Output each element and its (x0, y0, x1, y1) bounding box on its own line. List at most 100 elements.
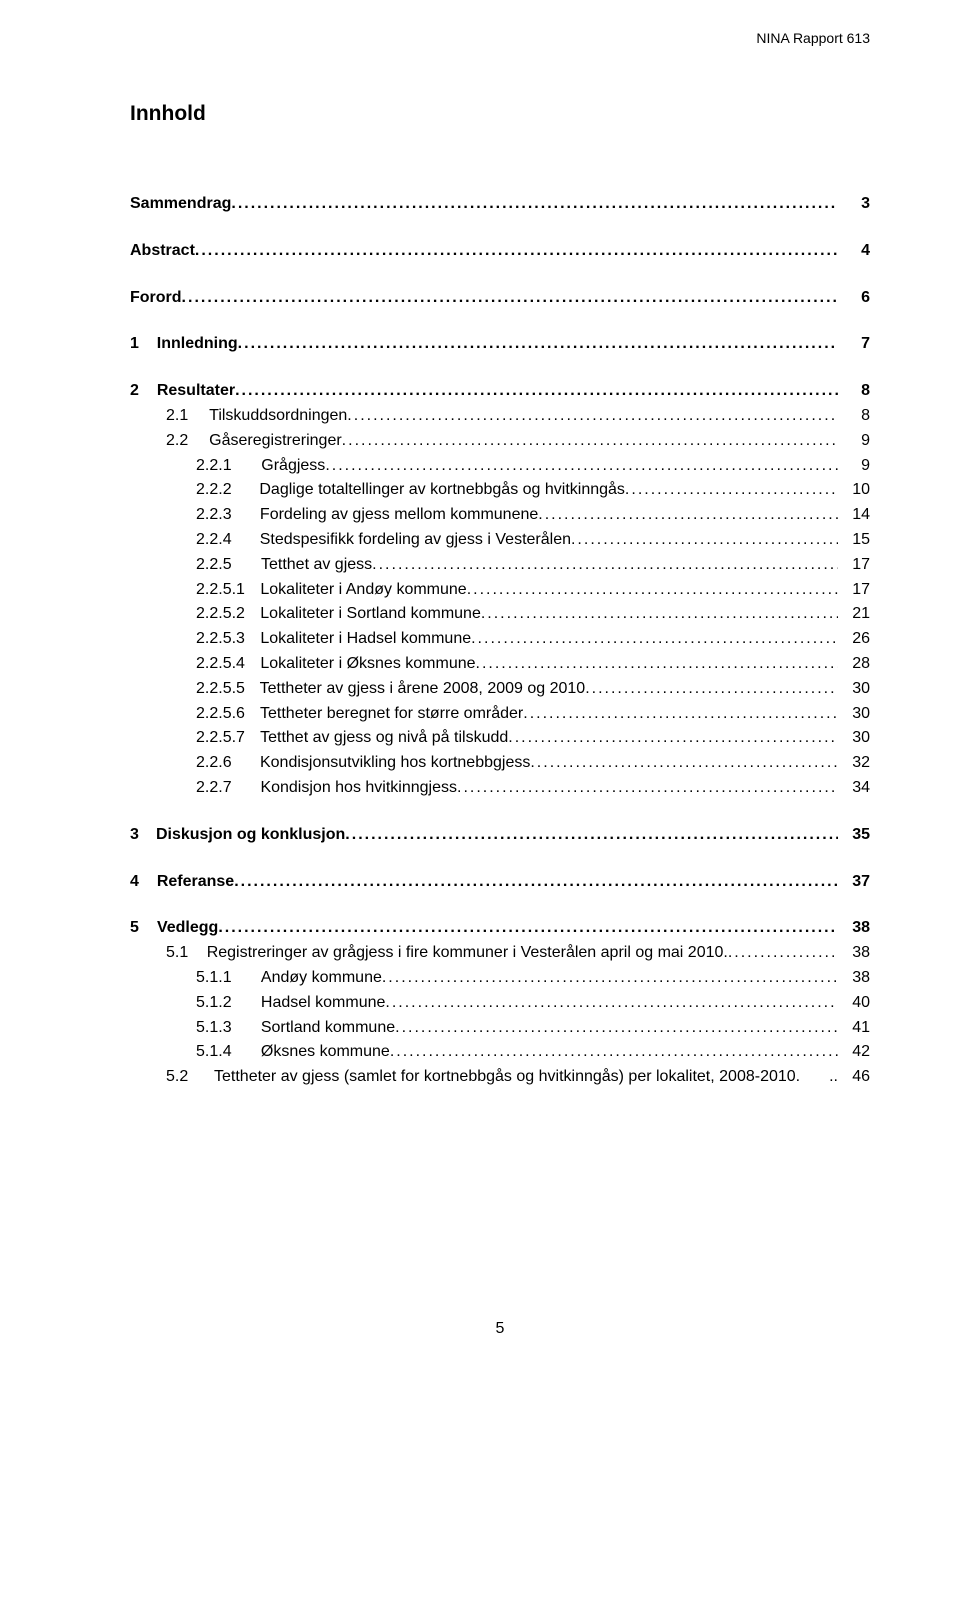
toc-label: Vedlegg (157, 916, 218, 941)
toc-leader (390, 1040, 838, 1065)
toc-number: 5.2 (166, 1065, 206, 1090)
toc-page: 34 (838, 776, 870, 801)
page-footer: 5 (130, 1320, 870, 1338)
toc-number: 2 (130, 379, 152, 404)
toc-label: Lokaliteter i Hadsel kommune (260, 627, 471, 652)
toc-row: 2.1Tilskuddsordningen8 (130, 404, 870, 429)
toc-row: Abstract4 (130, 239, 870, 264)
toc-leader (231, 192, 838, 217)
toc-page: 17 (838, 553, 870, 578)
toc-row: 5.1.3Sortland kommune 41 (130, 1016, 870, 1041)
toc-label: Sammendrag (130, 192, 231, 217)
toc-label: Tetthet av gjess og nivå på tilskudd (260, 726, 508, 751)
toc-leader (195, 239, 838, 264)
toc-page: 10 (838, 478, 870, 503)
toc-row: 2.2.5.2Lokaliteter i Sortland kommune 21 (130, 602, 870, 627)
toc-leader (467, 578, 838, 603)
toc-number: 2.2.5.7 (196, 726, 258, 751)
toc-number: 2.2.4 (196, 528, 258, 553)
toc-number: 2.2.3 (196, 503, 258, 528)
toc-leader (523, 702, 838, 727)
toc-row: Sammendrag 3 (130, 192, 870, 217)
toc-label: Daglige totaltellinger av kortnebbgås og… (259, 478, 625, 503)
toc-row: 2.2.5.7Tetthet av gjess og nivå på tilsk… (130, 726, 870, 751)
toc-label: Registreringer av grågjess i fire kommun… (207, 941, 728, 966)
toc-label: Lokaliteter i Andøy kommune (260, 578, 466, 603)
toc-number: 5 (130, 916, 152, 941)
toc-leader (234, 870, 838, 895)
toc-label: Tettheter av gjess (samlet for kortnebbg… (214, 1065, 800, 1090)
toc-label: Lokaliteter i Sortland kommune (260, 602, 481, 627)
toc-label: Resultater (157, 379, 235, 404)
toc-row: 2.2.5Tetthet av gjess17 (130, 553, 870, 578)
toc-page: 42 (838, 1040, 870, 1065)
toc-row: 2.2Gåseregistreringer 9 (130, 429, 870, 454)
report-header: NINA Rapport 613 (130, 30, 870, 46)
toc-leader (471, 627, 838, 652)
toc-number: 2.2.7 (196, 776, 258, 801)
toc-row: 2.2.4Stedspesifikk fordeling av gjess i … (130, 528, 870, 553)
toc-row: 2.2.5.6Tettheter beregnet for større omr… (130, 702, 870, 727)
toc-page: 17 (838, 578, 870, 603)
toc-label: Tetthet av gjess (261, 553, 372, 578)
toc-page: 6 (838, 286, 870, 311)
toc-page: 9 (838, 454, 870, 479)
toc-row: 2Resultater 8 (130, 379, 870, 404)
toc-page: 30 (838, 726, 870, 751)
toc-number: 5.1.4 (196, 1040, 258, 1065)
toc-label: Gåseregistreringer (209, 429, 342, 454)
page-number: 5 (496, 1320, 505, 1337)
toc-number: 5.1 (166, 941, 206, 966)
toc-page: 30 (838, 677, 870, 702)
toc-row: 5.2 Tettheter av gjess (samlet for kortne… (130, 1065, 870, 1090)
toc-page: 41 (838, 1016, 870, 1041)
toc-label: Abstract (130, 239, 195, 264)
toc-page: 3 (838, 192, 870, 217)
toc-page: 35 (838, 823, 870, 848)
toc-page: 8 (838, 379, 870, 404)
toc-label: Sortland kommune (261, 1016, 395, 1041)
toc-label: Innledning (157, 332, 238, 357)
table-of-contents: Sammendrag3Abstract4Forord61Innledning72… (130, 170, 870, 1090)
toc-number: 2.2.5.2 (196, 602, 258, 627)
toc-leader (395, 1016, 838, 1041)
toc-row: 2.2.5.1Lokaliteter i Andøy kommune17 (130, 578, 870, 603)
toc-leader (325, 454, 838, 479)
toc-row: 5.1.2Hadsel kommune40 (130, 991, 870, 1016)
toc-number: 2.2 (166, 429, 206, 454)
toc-leader (238, 332, 838, 357)
toc-page: 8 (838, 404, 870, 429)
toc-label: Grågjess (261, 454, 325, 479)
toc-page: 21 (838, 602, 870, 627)
toc-leader (347, 404, 838, 429)
toc-number: 2.2.1 (196, 454, 258, 479)
toc-leader (182, 286, 838, 311)
toc-leader (342, 429, 838, 454)
toc-row: 1Innledning 7 (130, 332, 870, 357)
toc-number: 4 (130, 870, 152, 895)
toc-label: Tettheter av gjess i årene 2008, 2009 og… (260, 677, 586, 702)
toc-spacer (130, 848, 870, 870)
toc-label: Stedspesifikk fordeling av gjess i Veste… (260, 528, 571, 553)
report-label: NINA Rapport 613 (756, 30, 870, 46)
toc-leader (530, 751, 838, 776)
toc-number: 5.1.3 (196, 1016, 258, 1041)
toc-row: 5.1Registreringer av grågjess i fire kom… (130, 941, 870, 966)
toc-leader (218, 916, 838, 941)
toc-number: 2.2.5.6 (196, 702, 258, 727)
toc-spacer (130, 217, 870, 239)
toc-page: 7 (838, 332, 870, 357)
toc-label: Hadsel kommune (261, 991, 386, 1016)
toc-page: 40 (838, 991, 870, 1016)
toc-leader (481, 602, 838, 627)
toc-page: 30 (838, 702, 870, 727)
toc-number: 1 (130, 332, 152, 357)
toc-row: 2.2.3Fordeling av gjess mellom kommunene… (130, 503, 870, 528)
toc-label: Fordeling av gjess mellom kommunene (260, 503, 538, 528)
toc-row: 2.2.7Kondisjon hos hvitkinngjess34 (130, 776, 870, 801)
toc-row: 4Referanse37 (130, 870, 870, 895)
toc-row: 5.1.1Andøy kommune38 (130, 966, 870, 991)
toc-page: 9 (838, 429, 870, 454)
toc-number: 5.1.1 (196, 966, 258, 991)
toc-number: 2.2.2 (196, 478, 258, 503)
